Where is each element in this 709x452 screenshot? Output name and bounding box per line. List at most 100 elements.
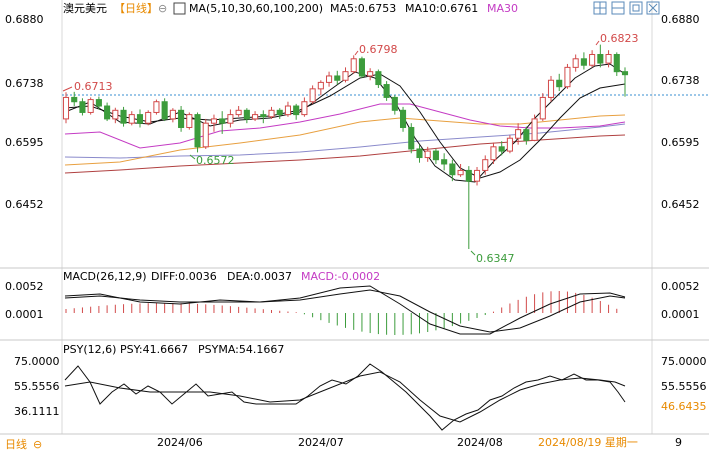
period-tag[interactable]: 【日线】 [114,1,158,15]
date-tick-0: 2024/06 [157,436,203,449]
period-button[interactable]: 日线 [5,437,27,451]
candle-body [498,146,505,152]
psy-value: PSY:41.6667 [120,343,188,356]
ma200-line [64,134,626,174]
candle-body [95,99,102,107]
layout-icon[interactable] [611,1,625,15]
candle-body [416,148,423,159]
candle-body [284,105,292,116]
ma-label: MA(5,10,30,60,100,200) [189,2,323,15]
candle-body [367,71,374,77]
annot-leader-4 [470,250,476,256]
candle-body [252,114,259,120]
candle-body [317,81,324,90]
candle-body [515,129,522,139]
candle-body [408,126,415,150]
price-tick-right-0: 0.6880 [661,13,700,26]
candle-body [260,114,267,118]
candle-body [490,146,497,161]
psy-tick-left-0: 75.0000 [14,355,60,368]
psy-tick-right-1: 55.5556 [661,380,707,393]
psy-title: PSY(12,6) [63,343,116,356]
settings-icon[interactable]: ⊖ [158,2,167,15]
candle-body [243,109,250,120]
annot-leader-3 [189,154,196,160]
candle-body [531,118,538,141]
candle-body [424,150,431,159]
psy-line [64,363,626,431]
ma-toggle-icon[interactable] [173,2,186,15]
macd-diff-line [64,285,626,335]
macd-dea: DEA:0.0037 [227,270,292,283]
ma30-label: MA30 [487,2,518,15]
candle-body [342,71,349,81]
ma30-line [64,103,626,149]
candle-body [539,96,546,120]
annot-leader-0 [62,86,73,92]
ma100-line [64,123,626,159]
candle-body [169,109,176,120]
candle-body [473,169,481,182]
psy-tick-right-0: 75.0000 [661,355,707,368]
psy-current: 46.6435 [661,400,707,413]
candle-body [465,169,472,182]
ma10-line [64,73,626,179]
price-tick-left-3: 0.6452 [5,198,44,211]
candle-body [334,75,341,81]
macd-title: MACD(26,12,9) [63,270,147,283]
cursor-date: 2024/08/19 星期一 [538,436,638,449]
candle-body [383,84,390,98]
candle-body [580,58,587,66]
candle-body [301,101,308,116]
macd-diff: DIFF:0.0036 [151,270,217,283]
macd-tick-left-0: 0.0052 [5,280,44,293]
candle-body [358,58,365,77]
candle-body [441,159,448,165]
candle-body [128,114,135,124]
candle-body [161,101,168,120]
candle-body [120,109,127,124]
candle-body [621,71,629,76]
candle-body [145,111,152,124]
close-icon[interactable] [646,1,660,15]
candle-body [482,159,489,171]
candle-body [153,101,160,113]
macd-histogram [65,291,618,335]
candle-body [276,109,283,116]
candle-body [375,71,382,86]
price-tick-left-1: 0.6738 [5,77,44,90]
candle-body [391,96,398,111]
annot-low-mid: 0.6347 [476,252,515,265]
candle-body [572,58,579,68]
candle-body [186,114,193,128]
window-icon[interactable] [629,1,643,15]
candle-body [449,163,456,176]
candle-body [457,169,464,176]
candle-body [399,109,407,128]
macd-tick-right-1: 0.0001 [661,308,700,321]
psy-tick-left-2: 36.1111 [14,405,60,418]
annot-high-right: 0.6823 [600,32,639,45]
candle-body [210,118,218,124]
candle-body [71,96,78,103]
candle-body [62,96,70,120]
macd-value: MACD:-0.0002 [301,270,380,283]
price-tick-left-2: 0.6595 [5,136,44,149]
candle-body [350,58,357,73]
toolbar [593,1,660,15]
date-tick-1: 2024/07 [298,436,344,449]
candle-body [202,122,209,148]
candle-body [194,114,201,148]
candle-body [432,150,439,161]
expand-icon[interactable] [593,1,607,15]
candle-body [326,75,333,83]
candlestick-group [62,44,629,249]
candle-body [178,109,185,128]
psyma-line [64,371,626,423]
candle-body [547,79,555,98]
candle-body [506,137,513,152]
period-dropdown-icon[interactable]: ⊖ [33,438,42,451]
price-tick-right-3: 0.6452 [661,198,700,211]
